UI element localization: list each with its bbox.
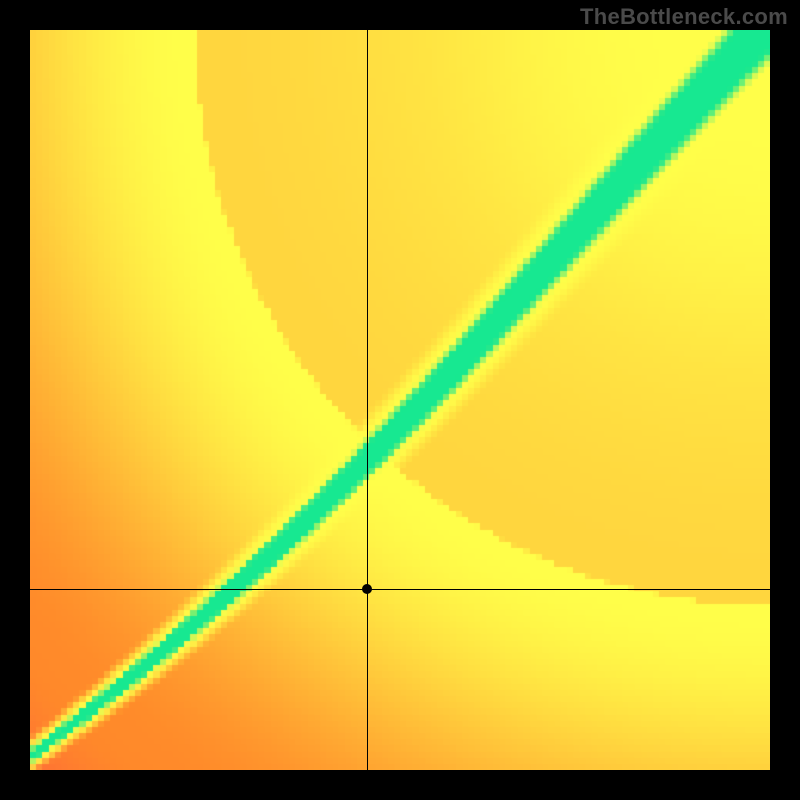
- chart-container: TheBottleneck.com: [0, 0, 800, 800]
- watermark-text: TheBottleneck.com: [580, 4, 788, 30]
- crosshair-marker: [362, 584, 372, 594]
- heatmap-canvas: [30, 30, 770, 770]
- crosshair-vertical: [367, 30, 368, 770]
- crosshair-horizontal: [30, 589, 770, 590]
